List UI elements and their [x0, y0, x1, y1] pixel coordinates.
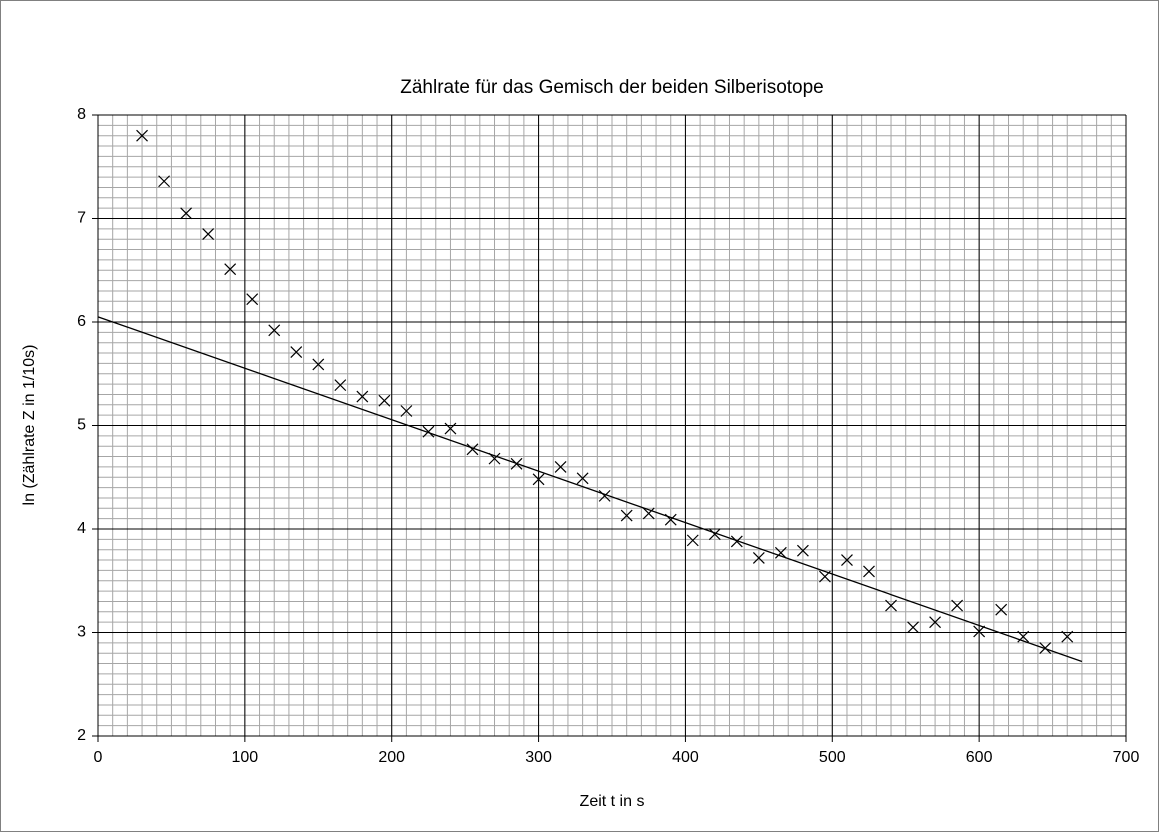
data-point [752, 552, 765, 564]
data-point [598, 489, 611, 502]
data-point [973, 625, 986, 638]
data-point [841, 554, 853, 566]
y-tick-label: 5 [77, 417, 86, 434]
data-point [576, 472, 589, 485]
data-point [686, 534, 699, 547]
data-point [907, 621, 919, 634]
data-point [995, 603, 1008, 616]
data-point [466, 443, 479, 456]
x-tick-label: 500 [819, 749, 846, 766]
data-point [532, 473, 545, 486]
data-point [730, 535, 743, 548]
data-point [158, 175, 171, 188]
data-point [1061, 630, 1074, 643]
data-point [444, 422, 457, 435]
data-point [334, 379, 347, 392]
x-tick-label: 0 [94, 749, 103, 766]
data-point [136, 129, 148, 142]
x-tick-label: 300 [525, 749, 552, 766]
data-point [796, 544, 809, 557]
y-axis-label: ln (Zählrate Z in 1/10s) [21, 345, 38, 506]
data-point [620, 509, 633, 522]
fit-line [97, 316, 1083, 663]
data-point [224, 263, 237, 276]
data-point [356, 390, 369, 403]
data-point [268, 324, 281, 337]
data-point [951, 599, 964, 612]
data-point [312, 358, 325, 371]
data-point [863, 565, 875, 578]
data-point [202, 228, 215, 240]
x-axis-label: Zeit t in s [580, 793, 645, 810]
data-point [554, 460, 567, 473]
data-point [422, 425, 435, 438]
y-tick-label: 7 [77, 210, 86, 227]
grid [97, 114, 1127, 737]
data-point [929, 616, 942, 629]
x-tick-label: 100 [232, 749, 259, 766]
data-point [290, 346, 303, 358]
y-tick-label: 4 [77, 520, 86, 537]
x-tick-label: 700 [1113, 749, 1140, 766]
data-point [400, 405, 413, 417]
data-point [708, 528, 721, 541]
data-point [378, 394, 391, 407]
data-point [885, 599, 897, 612]
x-tick-label: 400 [672, 749, 699, 766]
data-point [774, 546, 787, 559]
y-tick-label: 6 [77, 313, 86, 330]
chart-title: Zählrate für das Gemisch der beiden Silb… [400, 77, 824, 98]
y-tick-label: 2 [77, 727, 86, 744]
x-tick-label: 600 [966, 749, 993, 766]
x-tick-label: 200 [378, 749, 405, 766]
y-tick-label: 3 [77, 624, 86, 641]
data-point [642, 507, 655, 520]
data-point [246, 293, 259, 306]
y-tick-label: 8 [77, 106, 86, 123]
data-point [180, 207, 193, 220]
